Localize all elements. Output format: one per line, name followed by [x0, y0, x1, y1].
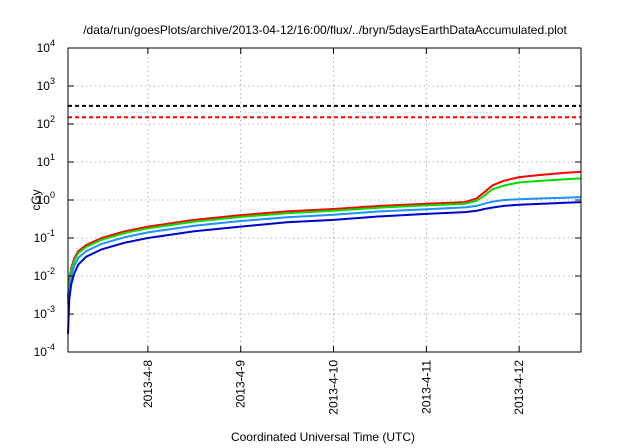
y-tick-label: 103 [37, 76, 55, 93]
x-tick-label: 2013-4-8 [141, 360, 155, 408]
y-tick-label: 100 [37, 190, 55, 207]
y-tick-label: 10-3 [34, 304, 55, 321]
chart-title: /data/run/goesPlots/archive/2013-04-12/1… [83, 23, 567, 37]
y-tick-base: 10 [37, 155, 51, 169]
y-tick-exponent: 1 [50, 152, 55, 162]
y-tick-label: 10-1 [34, 228, 55, 245]
y-tick-label: 102 [37, 114, 55, 131]
y-tick-label: 104 [37, 38, 55, 55]
y-tick-label: 101 [37, 152, 55, 169]
y-tick-base: 10 [37, 41, 51, 55]
y-tick-exponent: -4 [47, 342, 55, 352]
x-tick-label: 2013-4-11 [419, 360, 433, 414]
y-tick-base: 10 [34, 307, 48, 321]
y-tick-exponent: 4 [50, 38, 55, 48]
y-tick-base: 10 [34, 345, 48, 359]
y-tick-label: 10-2 [34, 266, 55, 283]
x-tick-label: 2013-4-10 [327, 360, 341, 415]
series-line [67, 196, 582, 305]
x-tick-label: 2013-4-12 [512, 360, 526, 415]
y-tick-exponent: -1 [47, 228, 55, 238]
y-tick-base: 10 [34, 269, 48, 283]
x-axis-label: Coordinated Universal Time (UTC) [231, 430, 415, 444]
y-tick-exponent: 3 [50, 76, 55, 86]
x-tick-label: 2013-4-9 [234, 360, 248, 408]
y-tick-label: 10-4 [34, 342, 55, 359]
series-line [67, 170, 582, 296]
y-tick-exponent: 2 [50, 114, 55, 124]
y-tick-exponent: -2 [47, 266, 55, 276]
series-layer [67, 104, 582, 334]
y-tick-base: 10 [34, 231, 48, 245]
y-tick-exponent: -3 [47, 304, 55, 314]
series-line [67, 177, 582, 299]
y-tick-base: 10 [37, 193, 51, 207]
y-tick-base: 10 [37, 79, 51, 93]
y-tick-base: 10 [37, 117, 51, 131]
y-tick-exponent: 0 [50, 190, 55, 200]
series-line [67, 201, 582, 334]
y-axis-label: cGy [29, 189, 43, 210]
